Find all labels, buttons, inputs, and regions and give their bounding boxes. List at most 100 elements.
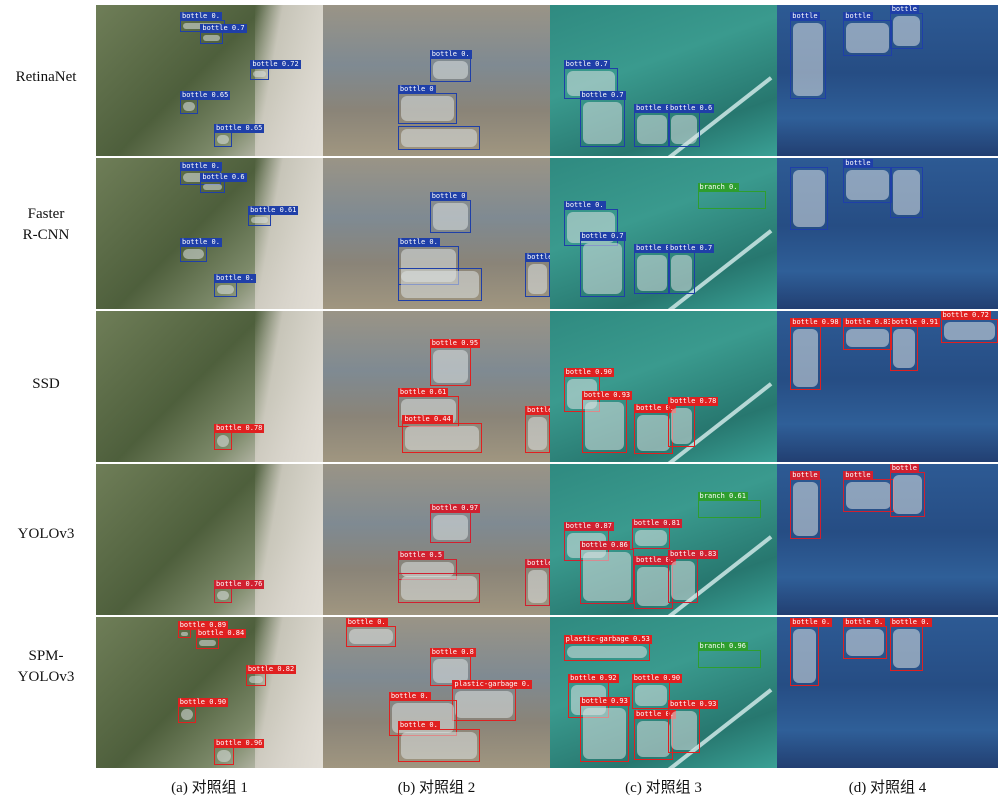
detection-box: bottle 0. (397, 720, 480, 762)
detection-label: bottle 0.76 (214, 579, 265, 589)
detection-box: bottle 0.72 (250, 60, 301, 81)
pier-wall (254, 617, 323, 768)
scene-image: bottle 0.89 bottle 0.84 bottle 0.82 bottle … (96, 617, 323, 768)
floating-object (582, 242, 622, 294)
detection-box: bottle 0.83 (843, 318, 894, 351)
detection-label: bottle (525, 252, 550, 262)
detection-label: bottle (889, 464, 919, 473)
detection-box: bottle 0.72 (940, 311, 998, 343)
floating-object (455, 690, 513, 719)
scene-image: bottle 0.98 bottle 0.83 bottle 0.91 bottle … (777, 311, 998, 462)
detection-box: bottle 0.90 (177, 698, 229, 723)
detection-label: bottle 0.82 (245, 664, 297, 674)
detection-box: bottle 0.6 (633, 104, 681, 147)
floating-object (584, 401, 625, 450)
detection-box (397, 268, 482, 302)
floating-object (251, 216, 268, 223)
detection-box: bottle 0. (633, 555, 676, 609)
column-label-d: (d) 对照组 4 (848, 780, 927, 796)
floating-object (432, 350, 468, 384)
detection-box: bottle 0 (429, 192, 471, 234)
floating-object (846, 482, 892, 510)
scene-image: bottle 0.97 bottle 0.5 bottle (323, 464, 550, 615)
detection-label: bottle 0.83 (668, 549, 719, 559)
detection-box: bottle 0. (633, 710, 676, 761)
row-label-ssd: SSD (32, 376, 60, 392)
pier-wall (254, 311, 323, 462)
detection-box: bottle 0. (633, 243, 676, 294)
detection-label: bottle 0.78 (214, 423, 265, 433)
detection-label: bottle 0. (563, 201, 606, 211)
floating-object (248, 675, 264, 684)
detection-label: bottle 0. (633, 243, 676, 253)
detection-box: bottle 0.61 (248, 205, 299, 226)
detection-label: bottle 0.65 (214, 123, 265, 133)
detection-box: bottle 0.89 (177, 621, 229, 639)
detection-label: bottle 0. (633, 710, 676, 720)
scene-image: bottle 0.95 bottle 0.61 bottle 0.44 bottle … (323, 311, 550, 462)
floating-object (400, 731, 477, 759)
detection-box: bottle 0.95 (429, 339, 481, 387)
scene-image: plastic-garbage 0.53 branch 0.96 bottle 0.… (550, 617, 777, 768)
detection-box: bottle 0.93 (668, 699, 719, 753)
detection-label: bottle 0.89 (177, 621, 229, 631)
detection-label: bottle 0. (179, 162, 222, 172)
detection-label: bottle 0.96 (214, 738, 265, 748)
floating-object (671, 710, 697, 750)
floating-object (582, 551, 631, 602)
detection-box: branch 0. (697, 183, 766, 210)
floating-object (400, 575, 477, 600)
floating-object (253, 71, 266, 78)
detection-label: bottle 0.6 (633, 104, 681, 114)
floating-object (846, 23, 889, 54)
detection-label: branch 0. (697, 183, 740, 193)
floating-object (432, 659, 468, 684)
scene-image: bottle 0 bottle 0. bottle (323, 158, 550, 309)
detection-label: bottle 0. (397, 237, 440, 247)
detection-box: bottle 0.65 (179, 90, 231, 114)
detection-box: bottle (790, 12, 826, 99)
floating-object (528, 569, 547, 603)
floating-object (203, 35, 221, 42)
floating-object (432, 515, 468, 540)
floating-object (634, 684, 668, 707)
detection-box: bottle 0 (397, 84, 457, 125)
floating-object (217, 434, 230, 447)
floating-object (432, 60, 468, 79)
detection-label: bottle 0. (214, 273, 256, 283)
floating-object (892, 170, 920, 216)
detection-box: bottle 0.82 (245, 664, 297, 687)
floating-object (892, 474, 923, 514)
detection-box: bottle 0.6 (668, 104, 715, 147)
floating-object (198, 639, 216, 646)
detection-label: bottle 0.83 (843, 318, 894, 328)
pier-wall (254, 464, 323, 615)
floating-object (636, 254, 668, 291)
row-label-faster-rcnn: Faster R-CNN (22, 206, 70, 243)
detection-label: bottle 0. (345, 618, 388, 628)
detection-box: bottle (843, 159, 892, 204)
detection-box: bottle 0. (790, 618, 833, 687)
floating-object (943, 321, 995, 340)
detection-label: bottle 0.97 (429, 504, 481, 514)
scene-image: bottle 0. bottle 0.7 bottle 0.72 bottle 0.6… (96, 5, 323, 156)
detection-label: bottle 0.7 (200, 24, 247, 34)
floating-object (432, 203, 468, 231)
detection-label: bottle 0.93 (579, 696, 630, 706)
detection-label: bottle 0.98 (790, 318, 841, 328)
floating-object (892, 329, 916, 369)
detection-label: bottle 0.65 (179, 90, 231, 100)
floating-object (636, 721, 670, 758)
detection-label: bottle 0.5 (397, 551, 445, 561)
detection-label: bottle 0.92 (568, 673, 619, 683)
pier-wall (254, 5, 323, 156)
detection-box: bottle (525, 558, 550, 606)
detection-label: bottle 0.90 (177, 698, 229, 708)
detection-label: bottle 0.7 (579, 90, 626, 100)
detection-label: plastic-garbage 0.53 (563, 634, 652, 644)
detection-label: bottle (843, 12, 873, 22)
detection-label: bottle 0.7 (563, 60, 610, 70)
floating-object (636, 115, 668, 144)
detection-label: bottle 0.44 (402, 414, 453, 424)
detection-box: bottle 0.65 (214, 123, 265, 147)
